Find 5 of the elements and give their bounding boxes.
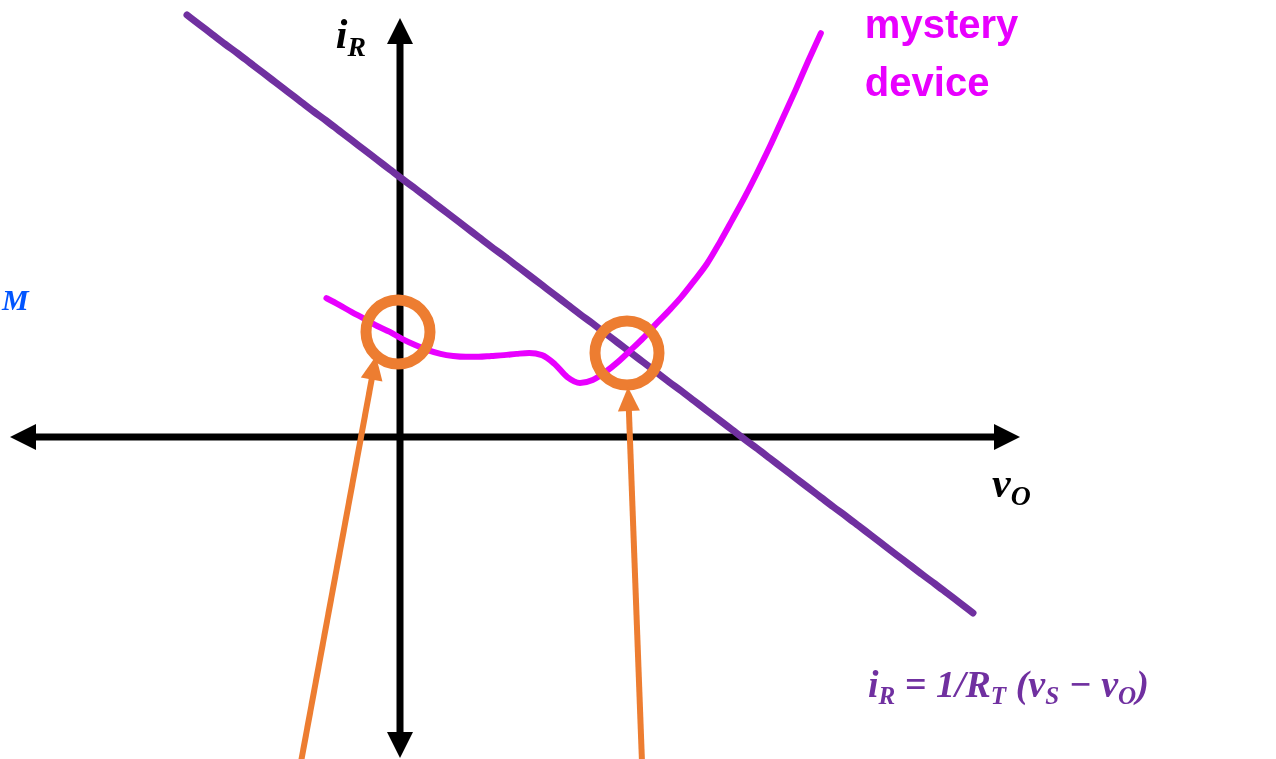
y-axis-title: i$_{R}$ (335, 11, 366, 62)
text: i$_{R}$ = 1/R$_{T}$ (v$_{S}$ − v$_{O}$) (868, 662, 1149, 709)
series-label: mystery device (864, 2, 1020, 105)
text: M (1, 283, 30, 316)
x-axis-title: v$_{O}$ (992, 460, 1031, 511)
